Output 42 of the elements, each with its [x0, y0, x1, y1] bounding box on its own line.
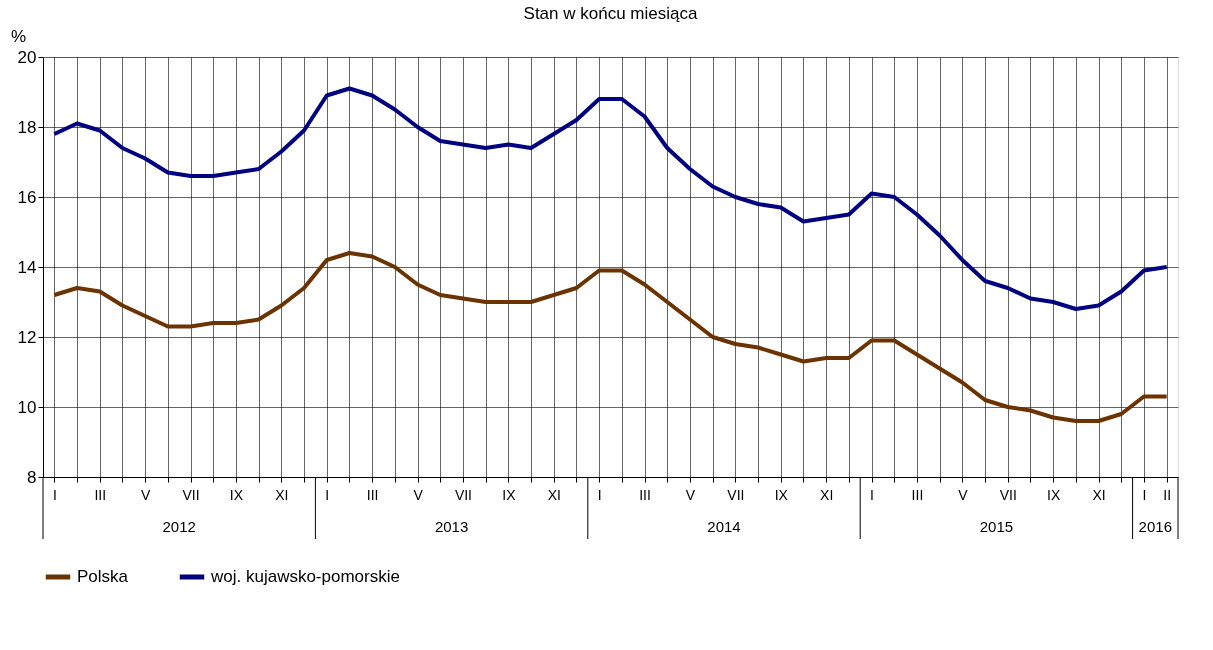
y-axis-title: %: [10, 26, 27, 46]
text: 2014: [707, 518, 741, 535]
y-tick-label: 20: [17, 47, 37, 67]
x-tick-label: IX: [1047, 486, 1061, 503]
x-tick-label: I: [1142, 486, 1147, 503]
y-tick-label: 10: [17, 397, 37, 417]
x-tick-label: I: [597, 486, 602, 503]
x-tick-label: V: [413, 486, 424, 503]
x-tick-label: IX: [774, 486, 789, 503]
x-tick-label: I: [52, 486, 57, 503]
chart-title: Stan w końcu miesiąca: [523, 4, 698, 23]
x-tick-label: IX: [502, 486, 517, 503]
x-tick-label: XI: [820, 486, 834, 503]
x-tick-label: V: [958, 486, 969, 503]
x-tick-label: III: [639, 486, 651, 503]
x-tick-label: XI: [547, 486, 561, 503]
x-tick-label: XI: [275, 486, 289, 503]
x-tick-label: V: [140, 486, 151, 503]
y-tick-label: 18: [17, 117, 37, 137]
x-tick-label: II: [1163, 486, 1172, 503]
y-tick-label: 16: [17, 187, 37, 207]
x-tick-label: IX: [229, 486, 244, 503]
x-tick-label: V: [685, 486, 696, 503]
x-tick-label: VII: [999, 486, 1017, 503]
y-tick-label: 14: [17, 257, 37, 277]
x-tick-label: XI: [1092, 486, 1106, 503]
x-tick-label: VII: [182, 486, 200, 503]
text: 2012: [162, 518, 196, 535]
legend-label: woj. kujawsko-pomorskie: [210, 567, 400, 586]
x-tick-label: III: [911, 486, 924, 503]
x-tick-label: VII: [454, 486, 473, 503]
y-tick-label: 12: [17, 327, 37, 347]
y-tick-label: 8: [27, 467, 37, 487]
x-tick-label: VII: [727, 486, 745, 503]
text: 2016: [1138, 518, 1172, 535]
x-tick-label: I: [870, 486, 874, 503]
text: 2013: [434, 518, 469, 535]
x-tick-label: III: [94, 486, 107, 503]
legend-label: Polska: [77, 567, 129, 586]
x-tick-label: I: [325, 486, 330, 503]
text: 2015: [979, 518, 1014, 535]
x-tick-label: III: [366, 486, 379, 503]
